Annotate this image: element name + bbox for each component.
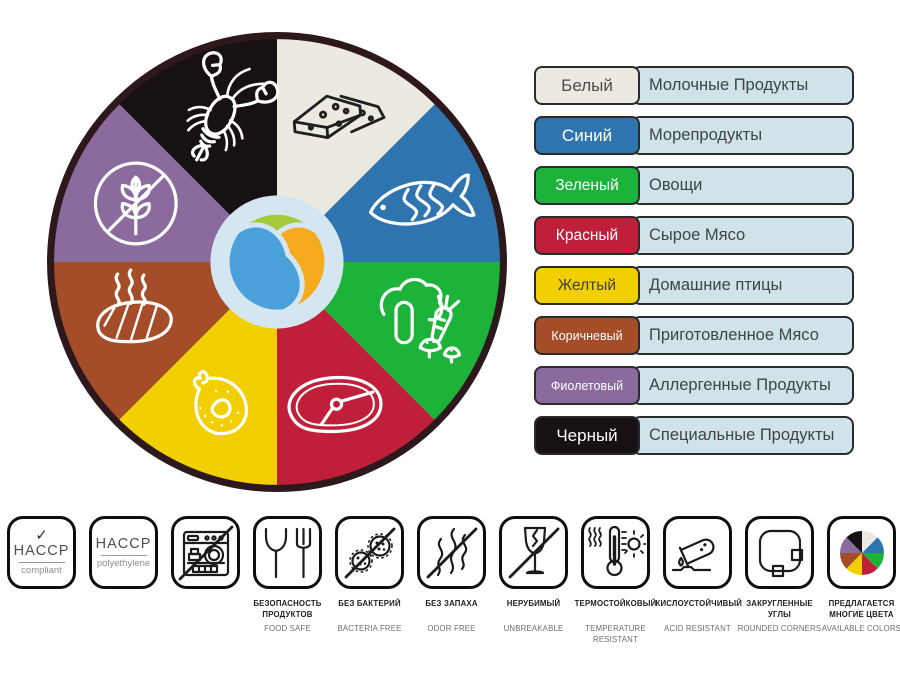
legend-row: Красный Сырое Мясо [534, 216, 854, 255]
legend-swatch-white: Белый [534, 66, 640, 105]
badge-haccp-compliant: ✓ HACCP compliant [7, 516, 76, 646]
rounded-corners-icon [758, 529, 803, 577]
badge-temperature-resistant: ТЕРМОСТОЙКОВЫЙ TEMPERATURE RESISTANT [575, 516, 656, 646]
badge-caption-en: UNBREAKABLE [503, 624, 564, 633]
badge-caption-ru: ЗАКРУГЛЕННЫЕ УГЛЫ [746, 599, 813, 620]
haccp-title: HACCP [13, 543, 70, 559]
legend-row: Фиолетовый Аллергенные Продукты [534, 366, 854, 405]
raw-steak-icon [287, 375, 383, 434]
haccp-subtitle: polyethylene [96, 558, 151, 569]
chicken-icon [192, 370, 249, 436]
legend-swatch-yellow: Желтый [534, 266, 640, 305]
badge-caption-en: BACTERIA FREE [337, 624, 402, 633]
no-dishwasher-icon [178, 525, 233, 580]
wheel-segment-white [277, 37, 437, 262]
legend-category-label: Овощи [631, 166, 854, 205]
legend-row: Коричневый Приготовленное Мясо [534, 316, 854, 355]
legend-category-label: Домашние птицы [631, 266, 854, 305]
badge-haccp-polyethylene: HACCP polyethylene [89, 516, 158, 646]
fish-icon [368, 173, 476, 226]
badge-odor-free: БЕЗ ЗАПАХА ODOR FREE [417, 516, 486, 646]
badge-caption-ru: НЕРУБИМЫЙ [506, 599, 561, 608]
legend-row: Синий Морепродукты [534, 116, 854, 155]
badge-caption-en: FOOD SAFE [264, 624, 311, 633]
divider [18, 562, 65, 563]
legend-swatch-green: Зеленый [534, 166, 640, 205]
wheel-outer-ring [47, 32, 507, 492]
color-wheel [47, 32, 507, 492]
wheel-segment-blue [277, 102, 502, 262]
legend-category-label: Аллергенные Продукты [631, 366, 854, 405]
acid-resistant-icon [671, 538, 715, 571]
haccp-title: HACCP [95, 536, 152, 552]
gluten-free-icon [93, 161, 178, 246]
wheel-segment-purple [52, 102, 277, 262]
available-colors-icon [839, 530, 884, 575]
legend-swatch-black: Черный [534, 416, 640, 455]
badge-caption-ru: КИСЛОУСТОЙЧИВЫЙ [655, 599, 743, 608]
wheel-segment-brown [52, 262, 278, 422]
legend-category-label: Приготовленное Мясо [631, 316, 854, 355]
badge-no-dishwasher [171, 516, 240, 646]
legend-category-label: Сырое Мясо [631, 216, 854, 255]
badge-caption-ru: БЕЗОПАСНОСТЬ ПРОДУКТОВ [253, 599, 322, 620]
badge-caption-en: AVAILABLE COLORS [821, 624, 900, 633]
legend-category-label: Молочные Продукты [631, 66, 854, 105]
badge-caption-ru: ПРЕДЛАГАЕТСЯ МНОГИЕ ЦВЕТА [828, 599, 895, 620]
badge-food-safe: БЕЗОПАСНОСТЬ ПРОДУКТОВ FOOD SAFE [253, 516, 322, 646]
check-icon: ✓ [35, 527, 48, 544]
temperature-resistant-icon [587, 525, 646, 576]
food-safe-icon [264, 527, 311, 578]
badge-available-colors: ПРЕДЛАГАЕТСЯ МНОГИЕ ЦВЕТА AVAILABLE COLO… [822, 516, 900, 646]
badge-caption-ru [164, 598, 248, 623]
badge-caption-ru: БЕЗ БАКТЕРИЙ [338, 599, 401, 608]
badge-acid-resistant: КИСЛОУСТОЙЧИВЫЙ ACID RESISTANT [656, 516, 742, 646]
badge-caption-en: ROUNDED CORNERS [737, 624, 822, 633]
legend-row: Зеленый Овощи [534, 166, 854, 205]
legend-swatch-blue: Синий [534, 116, 640, 155]
unbreakable-icon [508, 526, 559, 578]
vegetables-icon [379, 277, 462, 364]
badge-bacteria-free: БЕЗ БАКТЕРИЙ BACTERIA FREE [335, 516, 404, 646]
legend-row: Желтый Домашние птицы [534, 266, 854, 305]
badge-caption-ru: ТЕРМОСТОЙКОВЫЙ [574, 599, 657, 608]
legend-swatch-brown: Коричневый [534, 316, 640, 355]
badge-caption-en: TEMPERATURE RESISTANT [585, 624, 646, 645]
badge-caption-en: ODOR FREE [427, 624, 476, 633]
legend-swatch-red: Красный [534, 216, 640, 255]
legend-row: Черный Специальные Продукты [534, 416, 854, 455]
color-legend: Белый Молочные Продукты Синий Морепродук… [534, 66, 854, 466]
badge-rounded-corners: ЗАКРУГЛЕННЫЕ УГЛЫ ROUNDED CORNERS [738, 516, 821, 646]
haccp-subtitle: compliant [21, 565, 62, 576]
legend-row: Белый Молочные Продукты [534, 66, 854, 105]
center-logo [210, 195, 344, 329]
badge-caption-en: ACID RESISTANT [664, 624, 731, 633]
badge-unbreakable: НЕРУБИМЫЙ UNBREAKABLE [499, 516, 568, 646]
legend-swatch-purple: Фиолетовый [534, 366, 640, 405]
cheese-icon [292, 94, 386, 139]
logo-petal-left [224, 222, 305, 315]
certification-badges-row: ✓ HACCP compliant HACCP polyethylene [7, 516, 900, 646]
cooked-meat-icon [96, 268, 173, 344]
odor-free-icon [426, 527, 477, 578]
badge-caption-ru: БЕЗ ЗАПАХА [425, 599, 478, 608]
bacteria-free-icon [344, 527, 395, 578]
legend-category-label: Морепродукты [631, 116, 854, 155]
divider [100, 555, 147, 556]
lobster-icon [186, 51, 280, 162]
legend-category-label: Специальные Продукты [631, 416, 854, 455]
